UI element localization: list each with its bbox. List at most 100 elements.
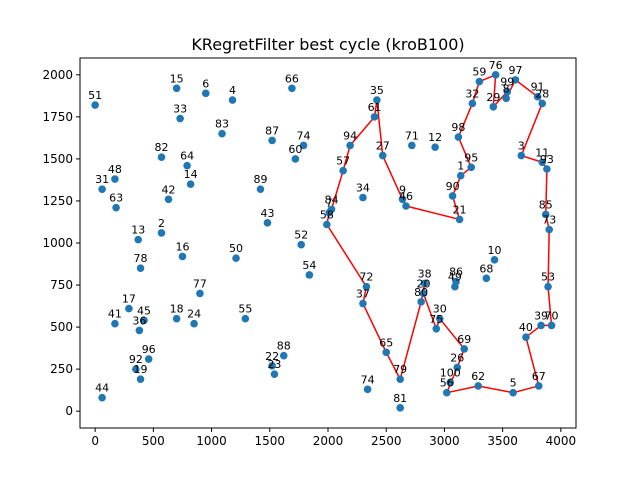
city-point xyxy=(545,225,554,234)
city-label: 6 xyxy=(202,77,209,90)
city-label: 37 xyxy=(356,288,370,301)
city-point xyxy=(538,99,547,108)
city-point xyxy=(98,393,106,402)
city-point xyxy=(541,210,550,219)
city-point xyxy=(125,304,133,313)
city-point xyxy=(98,185,106,193)
y-tick-label: 1500 xyxy=(42,152,73,166)
city-label: 87 xyxy=(265,124,279,137)
city-point xyxy=(547,321,556,330)
city-point xyxy=(186,180,195,188)
city-label: 44 xyxy=(95,382,109,395)
city-label: 31 xyxy=(95,173,109,186)
city-point xyxy=(263,219,272,227)
city-label: 62 xyxy=(471,370,485,383)
city-point xyxy=(482,274,491,283)
city-label: 18 xyxy=(170,303,184,316)
city-label: 85 xyxy=(539,198,553,211)
city-point xyxy=(509,388,517,397)
city-label: 83 xyxy=(215,118,229,131)
city-label: 22 xyxy=(265,350,279,363)
city-point xyxy=(451,282,459,291)
city-label: 93 xyxy=(540,153,554,166)
city-label: 12 xyxy=(428,131,442,144)
city-point xyxy=(448,192,457,200)
city-point xyxy=(288,84,296,93)
city-point xyxy=(297,240,306,249)
city-point xyxy=(398,195,407,204)
city-point xyxy=(157,153,166,162)
city-point xyxy=(339,166,347,175)
x-tick-label: 500 xyxy=(142,434,165,448)
city-point xyxy=(135,326,144,335)
x-tick-label: 0 xyxy=(91,434,99,448)
city-point xyxy=(91,101,99,109)
city-label: 52 xyxy=(294,229,308,242)
city-label: 14 xyxy=(184,168,198,181)
city-point xyxy=(502,94,510,103)
city-label: 82 xyxy=(155,141,169,154)
city-label: 29 xyxy=(486,91,500,104)
city-point xyxy=(241,314,250,323)
city-label: 98 xyxy=(451,121,465,134)
city-point xyxy=(533,92,542,101)
x-tick-label: 1000 xyxy=(196,434,227,448)
city-point xyxy=(373,96,381,104)
city-point xyxy=(396,404,404,412)
city-point xyxy=(454,133,463,141)
city-point xyxy=(140,316,148,325)
city-label: 45 xyxy=(137,304,151,317)
city-label: 63 xyxy=(109,192,123,205)
city-point xyxy=(490,256,499,264)
x-axis: 0 500 1000 1500 2000 2500 3000 3500 4000 xyxy=(91,428,576,448)
city-label: 97 xyxy=(508,64,522,77)
city-label: 48 xyxy=(108,163,122,176)
city-label: 89 xyxy=(253,173,267,186)
y-tick-label: 1750 xyxy=(42,110,73,124)
city-label: 65 xyxy=(379,336,393,349)
city-label: 7 xyxy=(326,197,333,210)
y-tick-label: 1000 xyxy=(42,236,73,250)
city-label: 34 xyxy=(356,182,370,195)
city-label: 76 xyxy=(489,59,503,72)
x-tick-label: 4000 xyxy=(546,434,577,448)
city-label: 1 xyxy=(457,160,464,173)
city-label: 72 xyxy=(359,271,373,284)
city-label: 30 xyxy=(433,303,447,316)
city-point xyxy=(172,314,181,323)
chart-title: KRegretFilter best cycle (kroB100) xyxy=(191,35,464,54)
city-label: 42 xyxy=(161,183,175,196)
x-tick-label: 3500 xyxy=(487,434,518,448)
city-point xyxy=(431,143,439,151)
cycle-layer xyxy=(326,74,553,394)
city-label: 23 xyxy=(267,358,281,371)
city-point xyxy=(382,348,391,357)
city-point xyxy=(144,355,153,363)
city-label: 95 xyxy=(464,151,478,164)
city-point xyxy=(517,151,526,160)
city-point xyxy=(176,114,184,123)
city-point xyxy=(538,158,547,167)
city-label: 15 xyxy=(170,72,184,85)
city-point xyxy=(362,282,371,291)
y-tick-label: 250 xyxy=(50,362,73,376)
city-label: 73 xyxy=(542,214,556,227)
city-point xyxy=(201,89,210,98)
city-label: 43 xyxy=(260,207,274,220)
x-tick-label: 2500 xyxy=(371,434,402,448)
city-label: 99 xyxy=(500,76,514,89)
city-label: 79 xyxy=(393,363,407,376)
city-point xyxy=(190,319,198,328)
city-label: 59 xyxy=(472,66,486,79)
city-label: 20 xyxy=(416,277,430,290)
city-label: 10 xyxy=(487,244,501,257)
city-point xyxy=(534,382,543,390)
city-point xyxy=(543,165,551,173)
city-label: 86 xyxy=(449,266,463,279)
city-label: 92 xyxy=(129,353,143,366)
city-point xyxy=(503,87,512,96)
city-point xyxy=(442,388,451,397)
city-label: 57 xyxy=(336,155,350,168)
city-point xyxy=(291,155,300,163)
